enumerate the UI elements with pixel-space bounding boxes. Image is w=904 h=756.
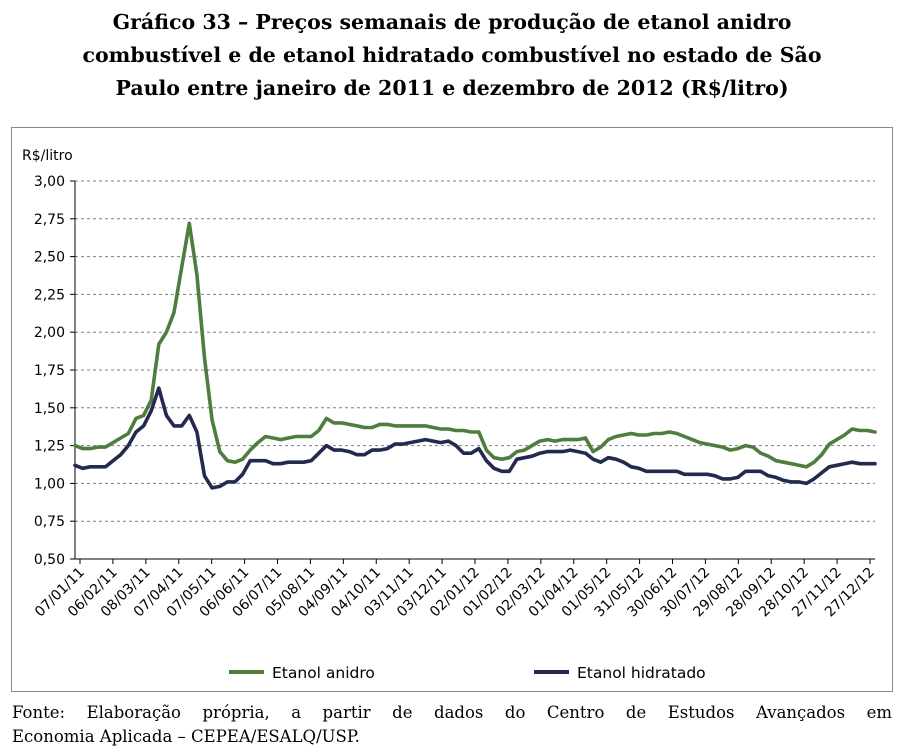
y-tick-label: 0,75	[34, 514, 65, 530]
y-tick-label: 3,00	[34, 174, 65, 190]
source-line-1: Fonte: Elaboração própria, a partir de d…	[12, 703, 892, 722]
y-tick-label: 1,25	[34, 439, 65, 455]
y-tick-label: 1,75	[34, 363, 65, 379]
chart-title-line-1: Gráfico 33 – Preços semanais de produção…	[112, 10, 792, 34]
source-line-2: Economia Aplicada – CEPEA/ESALQ/USP.	[12, 727, 360, 746]
legend-label-anidro: Etanol anidro	[272, 664, 375, 682]
chart-frame	[11, 127, 893, 692]
y-tick-label: 1,50	[34, 401, 65, 417]
x-tick-labels: 07/01/1106/02/1108/03/1107/04/1107/05/11…	[32, 559, 878, 620]
legend-label-hidratado: Etanol hidratado	[577, 664, 706, 682]
y-tick-labels: 3,00 2,75 2,50 2,25 2,00 1,75 1,50 1,25 1,00 0,75…	[34, 174, 75, 568]
series-line-hidratado	[73, 386, 877, 490]
y-tick-label: 2,50	[34, 250, 65, 266]
y-tick-label: 0,50	[34, 552, 65, 568]
y-tick-label: 1,00	[34, 476, 65, 492]
series-line-anidro	[73, 221, 877, 469]
chart-title-line-3: Paulo entre janeiro de 2011 e dezembro d…	[115, 76, 789, 100]
series-lines	[73, 221, 877, 490]
y-tick-label: 2,25	[34, 287, 65, 303]
y-tick-label: 2,75	[34, 212, 65, 228]
legend: Etanol anidro Etanol hidratado	[229, 664, 706, 682]
chart-title: Gráfico 33 – Preços semanais de produção…	[0, 6, 904, 105]
y-tick-label: 2,00	[34, 325, 65, 341]
chart-title-line-2: combustível e de etanol hidratado combus…	[82, 43, 822, 67]
y-axis-label: R$/litro	[22, 148, 73, 164]
source-note: Fonte: Elaboração própria, a partir de d…	[12, 701, 892, 749]
axes	[74, 181, 875, 560]
